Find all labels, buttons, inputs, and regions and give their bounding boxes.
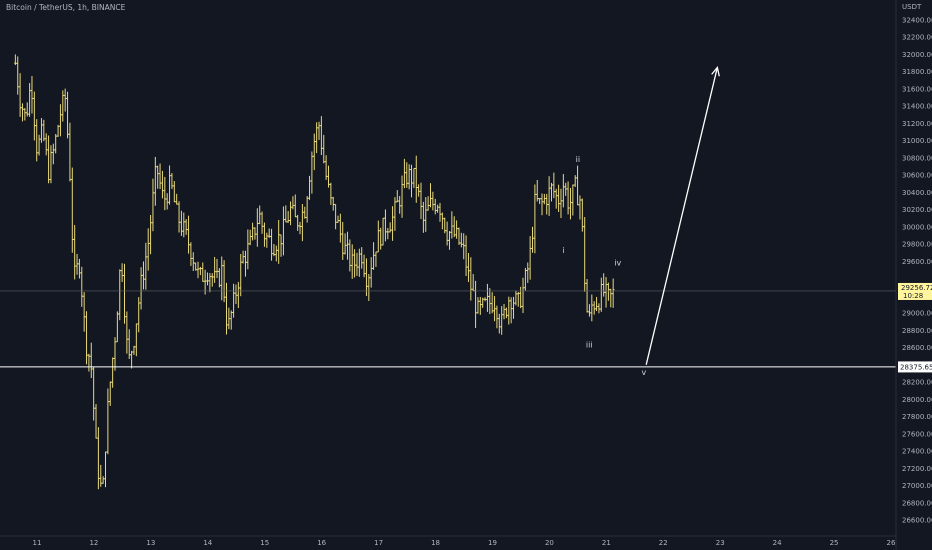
x-tick-label: 23 [716,539,725,547]
y-tick-label: 27000.00 [902,482,932,490]
y-tick-label: 27200.00 [902,465,932,473]
y-tick-label: 28800.00 [902,327,932,335]
y-tick-label: 28600.00 [902,344,932,352]
x-tick-label: 26 [887,539,896,547]
y-tick-label: 31600.00 [902,85,932,93]
y-tick-label: 31000.00 [902,137,932,145]
x-tick-label: 20 [545,539,554,547]
x-tick-label: 24 [773,539,782,547]
time-axis[interactable]: 11 12 13 14 15 16 17 18 19 20 21 22 23 24 25 26 [33,539,896,547]
x-tick-label: 14 [203,539,212,547]
wave-label: ii [576,155,580,164]
y-tick-label: 27400.00 [902,448,932,456]
projection-arrow[interactable] [645,67,718,365]
x-tick-label: 19 [488,539,497,547]
y-tick-label: 31800.00 [902,68,932,76]
y-tick-label: 32000.00 [902,51,932,59]
support-price-value: 28375.65 [900,363,932,371]
x-tick-label: 21 [602,539,611,547]
x-tick-label: 17 [374,539,383,547]
y-tick-label: 30000.00 [902,223,932,231]
bar-countdown: 10:28 [903,292,923,300]
projection-arrow-head [711,65,720,77]
x-tick-label: 16 [317,539,326,547]
wave-label: i [563,246,565,255]
support-price-badge: 28375.65 [898,361,932,373]
y-tick-label: 28200.00 [902,379,932,387]
y-tick-label: 30600.00 [902,172,932,180]
y-tick-label: 26800.00 [902,499,932,507]
y-tick-label: 32400.00 [902,17,932,25]
y-tick-label: 32200.00 [902,34,932,42]
ohlc-bars [14,54,615,490]
x-tick-label: 15 [260,539,269,547]
wave-label: iv [614,259,621,268]
wave-label: iii [586,341,593,350]
chart-title: Bitcoin / TetherUS, 1h, BINANCE [6,3,126,12]
y-tick-label: 27600.00 [902,430,932,438]
y-tick-label: 30400.00 [902,189,932,197]
y-tick-label: 29600.00 [902,258,932,266]
x-tick-label: 11 [33,539,42,547]
y-tick-label: 30800.00 [902,154,932,162]
x-tick-label: 25 [830,539,839,547]
y-tick-label: 29000.00 [902,310,932,318]
y-tick-label: 31200.00 [902,120,932,128]
drawing-lines [0,65,896,368]
ohlc-bar [611,278,615,308]
x-tick-label: 13 [146,539,155,547]
last-price-value: 29256.72 [901,284,932,292]
x-tick-label: 18 [431,539,440,547]
y-tick-label: 29800.00 [902,241,932,249]
currency-label: USDT [902,3,922,11]
x-tick-label: 22 [659,539,668,547]
y-tick-label: 28000.00 [902,396,932,404]
price-axis[interactable]: 26600.00 26800.00 27000.00 27200.00 27400.00… [902,17,932,525]
y-tick-label: 31400.00 [902,103,932,111]
y-tick-label: 27800.00 [902,413,932,421]
y-tick-label: 26600.00 [902,517,932,525]
wave-label: v [642,368,647,377]
x-tick-label: 12 [89,539,98,547]
y-tick-label: 30200.00 [902,206,932,214]
